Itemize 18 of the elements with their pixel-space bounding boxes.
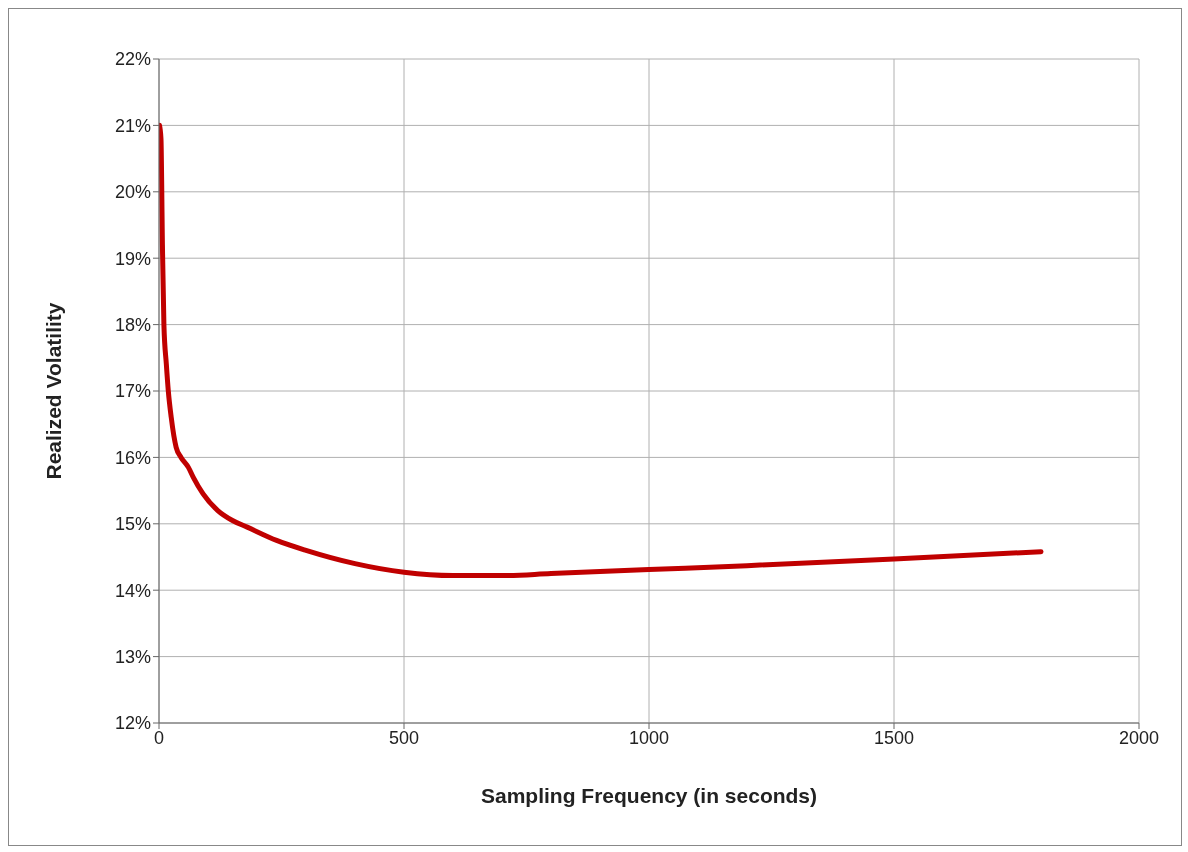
y-tick-label: 14% bbox=[114, 580, 151, 601]
y-tick-label: 13% bbox=[114, 646, 151, 667]
x-tick-label: 1000 bbox=[628, 727, 670, 748]
x-tick-label: 1500 bbox=[873, 727, 915, 748]
y-axis-title: Realized Volatility bbox=[42, 302, 66, 480]
x-tick-label: 2000 bbox=[1118, 727, 1160, 748]
y-tick-label: 18% bbox=[114, 314, 151, 335]
y-tick-label: 19% bbox=[114, 248, 151, 269]
y-tick-label: 12% bbox=[114, 713, 151, 734]
x-tick-label: 500 bbox=[388, 727, 420, 748]
y-tick-label: 22% bbox=[114, 49, 151, 70]
y-tick-label: 21% bbox=[114, 115, 151, 136]
y-tick-label: 17% bbox=[114, 381, 151, 402]
x-axis-title: Sampling Frequency (in seconds) bbox=[480, 784, 818, 807]
x-tick-label: 0 bbox=[153, 727, 165, 748]
y-tick-label: 20% bbox=[114, 182, 151, 203]
y-tick-label: 16% bbox=[114, 447, 151, 468]
y-tick-label: 15% bbox=[114, 514, 151, 535]
